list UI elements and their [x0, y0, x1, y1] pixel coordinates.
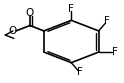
Text: O: O [26, 8, 34, 19]
Text: F: F [112, 47, 118, 57]
Text: F: F [68, 4, 74, 14]
Text: O: O [9, 26, 17, 36]
Text: F: F [104, 16, 110, 26]
Text: F: F [77, 67, 83, 77]
